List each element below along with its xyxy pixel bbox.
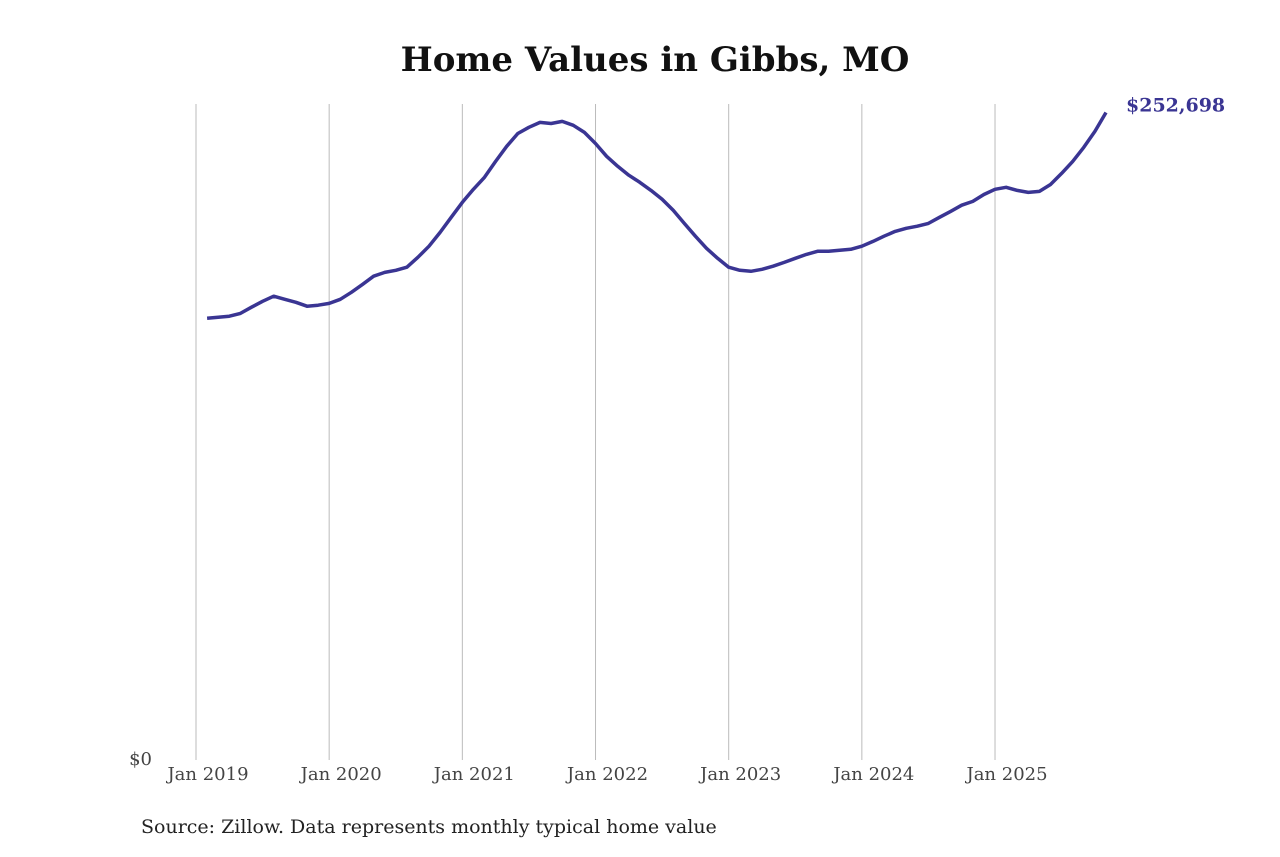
x-tick-label: Jan 2020 xyxy=(299,764,382,785)
line-series xyxy=(206,111,1108,320)
x-tick-label: Jan 2023 xyxy=(698,764,781,785)
x-tick-label: Jan 2025 xyxy=(964,764,1047,785)
x-tick-label: Jan 2021 xyxy=(432,764,515,785)
chart-title: Home Values in Gibbs, MO xyxy=(401,40,910,80)
end-value-label: $252,698 xyxy=(1126,94,1225,116)
x-tick-label: Jan 2022 xyxy=(565,764,648,785)
x-tick-label: Jan 2024 xyxy=(831,764,914,785)
x-tick-label: Jan 2019 xyxy=(165,764,248,785)
source-note: Source: Zillow. Data represents monthly … xyxy=(141,816,717,838)
y-tick-label: $0 xyxy=(129,749,152,770)
